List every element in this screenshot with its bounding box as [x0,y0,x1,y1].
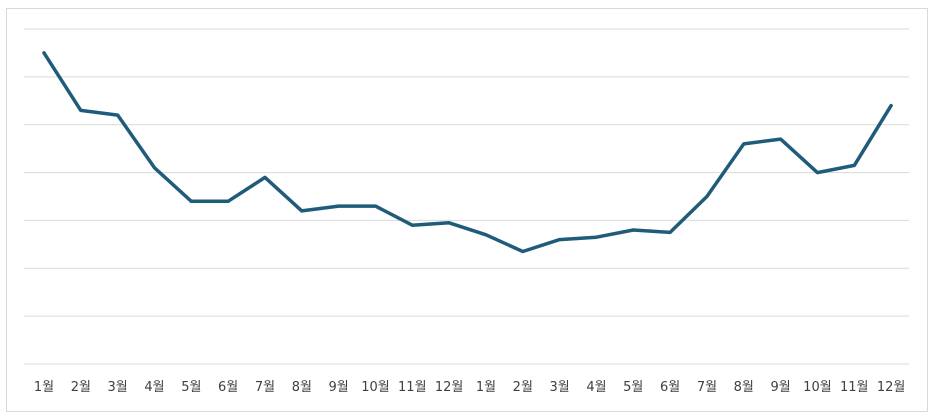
x-tick-label-17: 6월 [660,380,680,395]
x-tick-label-20: 9월 [770,380,790,395]
x-tick-label-8: 9월 [329,380,349,395]
gridlines [24,28,909,365]
chart-frame [6,8,928,412]
x-tick-label-5: 6월 [218,380,238,395]
x-tick-label-0: 1월 [34,380,54,395]
x-tick-label-9: 10월 [361,380,390,395]
x-tick-label-6: 7월 [255,380,275,395]
x-tick-label-15: 4월 [586,380,606,395]
x-tick-label-11: 12월 [435,380,464,395]
x-tick-label-19: 8월 [734,380,754,395]
x-tick-label-18: 7월 [697,380,717,395]
x-tick-label-23: 12월 [877,380,906,395]
x-tick-label-2: 3월 [108,380,128,395]
x-tick-label-13: 2월 [513,380,533,395]
x-tick-label-16: 5월 [623,380,643,395]
x-tick-label-14: 3월 [550,380,570,395]
x-tick-label-1: 2월 [71,380,91,395]
x-tick-label-7: 8월 [292,380,312,395]
x-axis-tick-labels: 1월 2월 3월 4월 5월 6월 7월 8월 9월 10월 11월 12월 1월 2월 3월 4월 5월 6월 7… [34,380,905,395]
x-tick-label-22: 11월 [840,380,869,395]
x-tick-label-4: 5월 [181,380,201,395]
x-tick-label-21: 10월 [803,380,832,395]
series-line [42,51,893,254]
x-tick-label-12: 1월 [476,380,496,395]
x-tick-label-10: 11월 [398,380,427,395]
x-tick-label-3: 4월 [144,380,164,395]
